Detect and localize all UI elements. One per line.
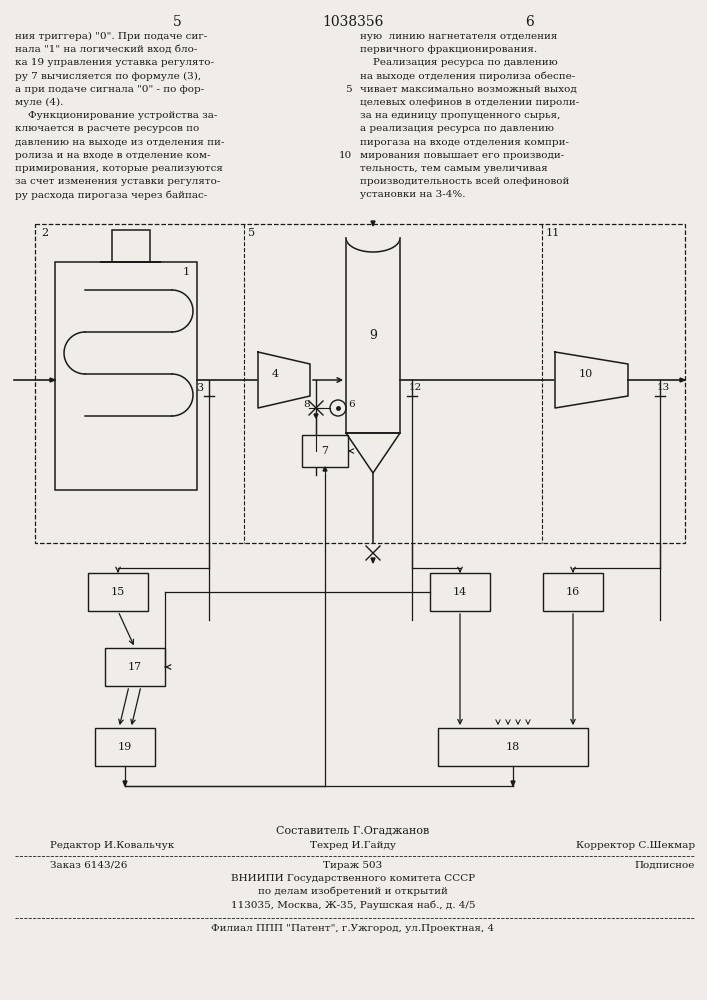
Polygon shape xyxy=(371,558,375,563)
Polygon shape xyxy=(314,414,318,418)
Text: производительность всей олефиновой: производительность всей олефиновой xyxy=(360,177,569,186)
Text: первичного фракционирования.: первичного фракционирования. xyxy=(360,45,537,54)
Text: ключается в расчете ресурсов по: ключается в расчете ресурсов по xyxy=(15,124,199,133)
Text: Функционирование устройства за-: Функционирование устройства за- xyxy=(15,111,217,120)
Text: целевых олефинов в отделении пироли-: целевых олефинов в отделении пироли- xyxy=(360,98,579,107)
Text: на выходе отделения пиролиза обеспе-: на выходе отделения пиролиза обеспе- xyxy=(360,72,575,81)
Text: 5: 5 xyxy=(248,228,255,238)
Text: давлению на выходе из отделения пи-: давлению на выходе из отделения пи- xyxy=(15,138,224,147)
Text: ВНИИПИ Государственного комитета СССР: ВНИИПИ Государственного комитета СССР xyxy=(231,874,475,883)
Text: 16: 16 xyxy=(566,587,580,597)
Text: Реализация ресурса по давлению: Реализация ресурса по давлению xyxy=(360,58,558,67)
Text: 14: 14 xyxy=(453,587,467,597)
Text: Редактор И.Ковальчук: Редактор И.Ковальчук xyxy=(50,841,174,850)
Polygon shape xyxy=(346,238,400,252)
Text: тельность, тем самым увеличивая: тельность, тем самым увеличивая xyxy=(360,164,548,173)
Text: ру расхода пирогаза через байпас-: ру расхода пирогаза через байпас- xyxy=(15,190,207,200)
Text: муле (4).: муле (4). xyxy=(15,98,64,107)
Text: Составитель Г.Огаджанов: Составитель Г.Огаджанов xyxy=(276,825,430,835)
Text: примирования, которые реализуются: примирования, которые реализуются xyxy=(15,164,223,173)
Text: нала "1" на логический вход бло-: нала "1" на логический вход бло- xyxy=(15,45,197,54)
Text: 1: 1 xyxy=(183,267,190,277)
Polygon shape xyxy=(371,221,375,226)
Polygon shape xyxy=(346,433,400,473)
Bar xyxy=(112,230,150,262)
Text: пирогаза на входе отделения компри-: пирогаза на входе отделения компри- xyxy=(360,138,569,147)
Text: 10: 10 xyxy=(579,369,593,379)
Polygon shape xyxy=(258,352,310,408)
Text: 3: 3 xyxy=(196,383,203,393)
Text: Корректор С.Шекмар: Корректор С.Шекмар xyxy=(576,841,695,850)
Text: 9: 9 xyxy=(369,329,377,342)
Text: Филиал ППП "Патент", г.Ужгород, ул.Проектная, 4: Филиал ППП "Патент", г.Ужгород, ул.Проек… xyxy=(211,924,495,933)
Polygon shape xyxy=(323,467,327,471)
Text: 2: 2 xyxy=(41,228,48,238)
Bar xyxy=(302,435,348,467)
Text: 1038356: 1038356 xyxy=(322,15,384,29)
Text: за счет изменения уставки регулято-: за счет изменения уставки регулято- xyxy=(15,177,221,186)
Text: установки на 3-4%.: установки на 3-4%. xyxy=(360,190,465,199)
Text: Заказ 6143/26: Заказ 6143/26 xyxy=(50,861,127,870)
Bar xyxy=(88,573,148,611)
Text: ру 7 вычисляется по формуле (3),: ру 7 вычисляется по формуле (3), xyxy=(15,72,201,81)
Polygon shape xyxy=(50,378,55,382)
Text: 5: 5 xyxy=(346,85,352,94)
Text: 12: 12 xyxy=(409,383,422,392)
Text: 7: 7 xyxy=(322,446,329,456)
Text: Подписное: Подписное xyxy=(635,861,695,870)
Bar xyxy=(430,573,490,611)
Text: 15: 15 xyxy=(111,587,125,597)
Text: ния триггера) "0". При подаче сиг-: ния триггера) "0". При подаче сиг- xyxy=(15,32,207,41)
Bar xyxy=(438,728,588,766)
Bar xyxy=(105,648,165,686)
Text: а реализация ресурса по давлению: а реализация ресурса по давлению xyxy=(360,124,554,133)
Text: 18: 18 xyxy=(506,742,520,752)
Bar xyxy=(55,262,197,490)
Text: ка 19 управления уставка регулято-: ка 19 управления уставка регулято- xyxy=(15,58,214,67)
Text: 4: 4 xyxy=(271,369,279,379)
Bar xyxy=(346,238,400,433)
Text: 6: 6 xyxy=(525,15,534,29)
Text: Техред И.Гайду: Техред И.Гайду xyxy=(310,841,396,850)
Bar xyxy=(35,224,685,543)
Text: ролиза и на входе в отделение ком-: ролиза и на входе в отделение ком- xyxy=(15,151,211,160)
Text: 113035, Москва, Ж-35, Раушская наб., д. 4/5: 113035, Москва, Ж-35, Раушская наб., д. … xyxy=(230,900,475,910)
Bar xyxy=(543,573,603,611)
Text: ную  линию нагнетателя отделения: ную линию нагнетателя отделения xyxy=(360,32,557,41)
Bar xyxy=(95,728,155,766)
Polygon shape xyxy=(123,781,127,786)
Text: 10: 10 xyxy=(339,151,352,160)
Text: 5: 5 xyxy=(173,15,182,29)
Text: а при подаче сигнала "0" - по фор-: а при подаче сигнала "0" - по фор- xyxy=(15,85,204,94)
Text: 11: 11 xyxy=(546,228,560,238)
Text: 19: 19 xyxy=(118,742,132,752)
Text: 6: 6 xyxy=(348,400,355,409)
Text: 13: 13 xyxy=(657,383,670,392)
Text: за на единицу пропущенного сырья,: за на единицу пропущенного сырья, xyxy=(360,111,561,120)
Text: чивает максимально возможный выход: чивает максимально возможный выход xyxy=(360,85,577,94)
Text: мирования повышает его производи-: мирования повышает его производи- xyxy=(360,151,564,160)
Text: Тираж 503: Тираж 503 xyxy=(323,861,382,870)
Text: по делам изобретений и открытий: по делам изобретений и открытий xyxy=(258,887,448,896)
Polygon shape xyxy=(680,378,685,382)
Text: 8: 8 xyxy=(303,400,310,409)
Text: 17: 17 xyxy=(128,662,142,672)
Polygon shape xyxy=(511,781,515,786)
Polygon shape xyxy=(555,352,628,408)
